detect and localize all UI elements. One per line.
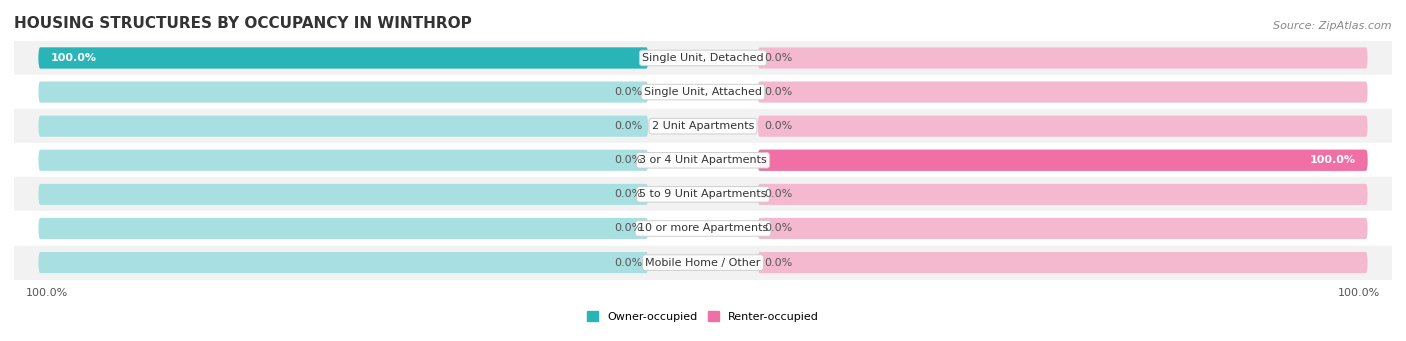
Text: 100.0%: 100.0% — [27, 288, 69, 298]
Text: 0.0%: 0.0% — [614, 155, 643, 165]
Text: 0.0%: 0.0% — [763, 87, 792, 97]
Bar — [14, 246, 1392, 280]
Text: 2 Unit Apartments: 2 Unit Apartments — [652, 121, 754, 131]
Text: 100.0%: 100.0% — [51, 53, 97, 63]
FancyBboxPatch shape — [758, 47, 1368, 69]
FancyBboxPatch shape — [38, 218, 648, 239]
FancyBboxPatch shape — [758, 218, 1368, 239]
Text: 0.0%: 0.0% — [763, 53, 792, 63]
Text: 0.0%: 0.0% — [614, 87, 643, 97]
Legend: Owner-occupied, Renter-occupied: Owner-occupied, Renter-occupied — [582, 307, 824, 327]
Bar — [14, 41, 1392, 75]
FancyBboxPatch shape — [758, 184, 1368, 205]
Text: 0.0%: 0.0% — [614, 121, 643, 131]
Text: 10 or more Apartments: 10 or more Apartments — [638, 223, 768, 234]
FancyBboxPatch shape — [758, 116, 1368, 137]
FancyBboxPatch shape — [758, 150, 1368, 171]
Text: 0.0%: 0.0% — [763, 189, 792, 199]
FancyBboxPatch shape — [38, 47, 648, 69]
Text: 100.0%: 100.0% — [1309, 155, 1355, 165]
Bar — [14, 211, 1392, 246]
Text: 0.0%: 0.0% — [763, 257, 792, 268]
FancyBboxPatch shape — [758, 81, 1368, 103]
FancyBboxPatch shape — [38, 47, 648, 69]
FancyBboxPatch shape — [38, 252, 648, 273]
FancyBboxPatch shape — [38, 150, 648, 171]
Text: HOUSING STRUCTURES BY OCCUPANCY IN WINTHROP: HOUSING STRUCTURES BY OCCUPANCY IN WINTH… — [14, 16, 472, 31]
Text: Mobile Home / Other: Mobile Home / Other — [645, 257, 761, 268]
Text: Single Unit, Detached: Single Unit, Detached — [643, 53, 763, 63]
FancyBboxPatch shape — [758, 150, 1368, 171]
Bar — [14, 143, 1392, 177]
Bar — [14, 109, 1392, 143]
Bar — [14, 177, 1392, 211]
Text: Single Unit, Attached: Single Unit, Attached — [644, 87, 762, 97]
Text: 100.0%: 100.0% — [1337, 288, 1379, 298]
FancyBboxPatch shape — [38, 184, 648, 205]
Bar — [14, 75, 1392, 109]
FancyBboxPatch shape — [38, 81, 648, 103]
Text: 0.0%: 0.0% — [763, 223, 792, 234]
Text: 0.0%: 0.0% — [614, 223, 643, 234]
FancyBboxPatch shape — [38, 116, 648, 137]
Text: 0.0%: 0.0% — [763, 121, 792, 131]
Text: 3 or 4 Unit Apartments: 3 or 4 Unit Apartments — [640, 155, 766, 165]
Text: Source: ZipAtlas.com: Source: ZipAtlas.com — [1274, 21, 1392, 31]
Text: 5 to 9 Unit Apartments: 5 to 9 Unit Apartments — [640, 189, 766, 199]
FancyBboxPatch shape — [758, 252, 1368, 273]
Text: 0.0%: 0.0% — [614, 189, 643, 199]
Text: 0.0%: 0.0% — [614, 257, 643, 268]
